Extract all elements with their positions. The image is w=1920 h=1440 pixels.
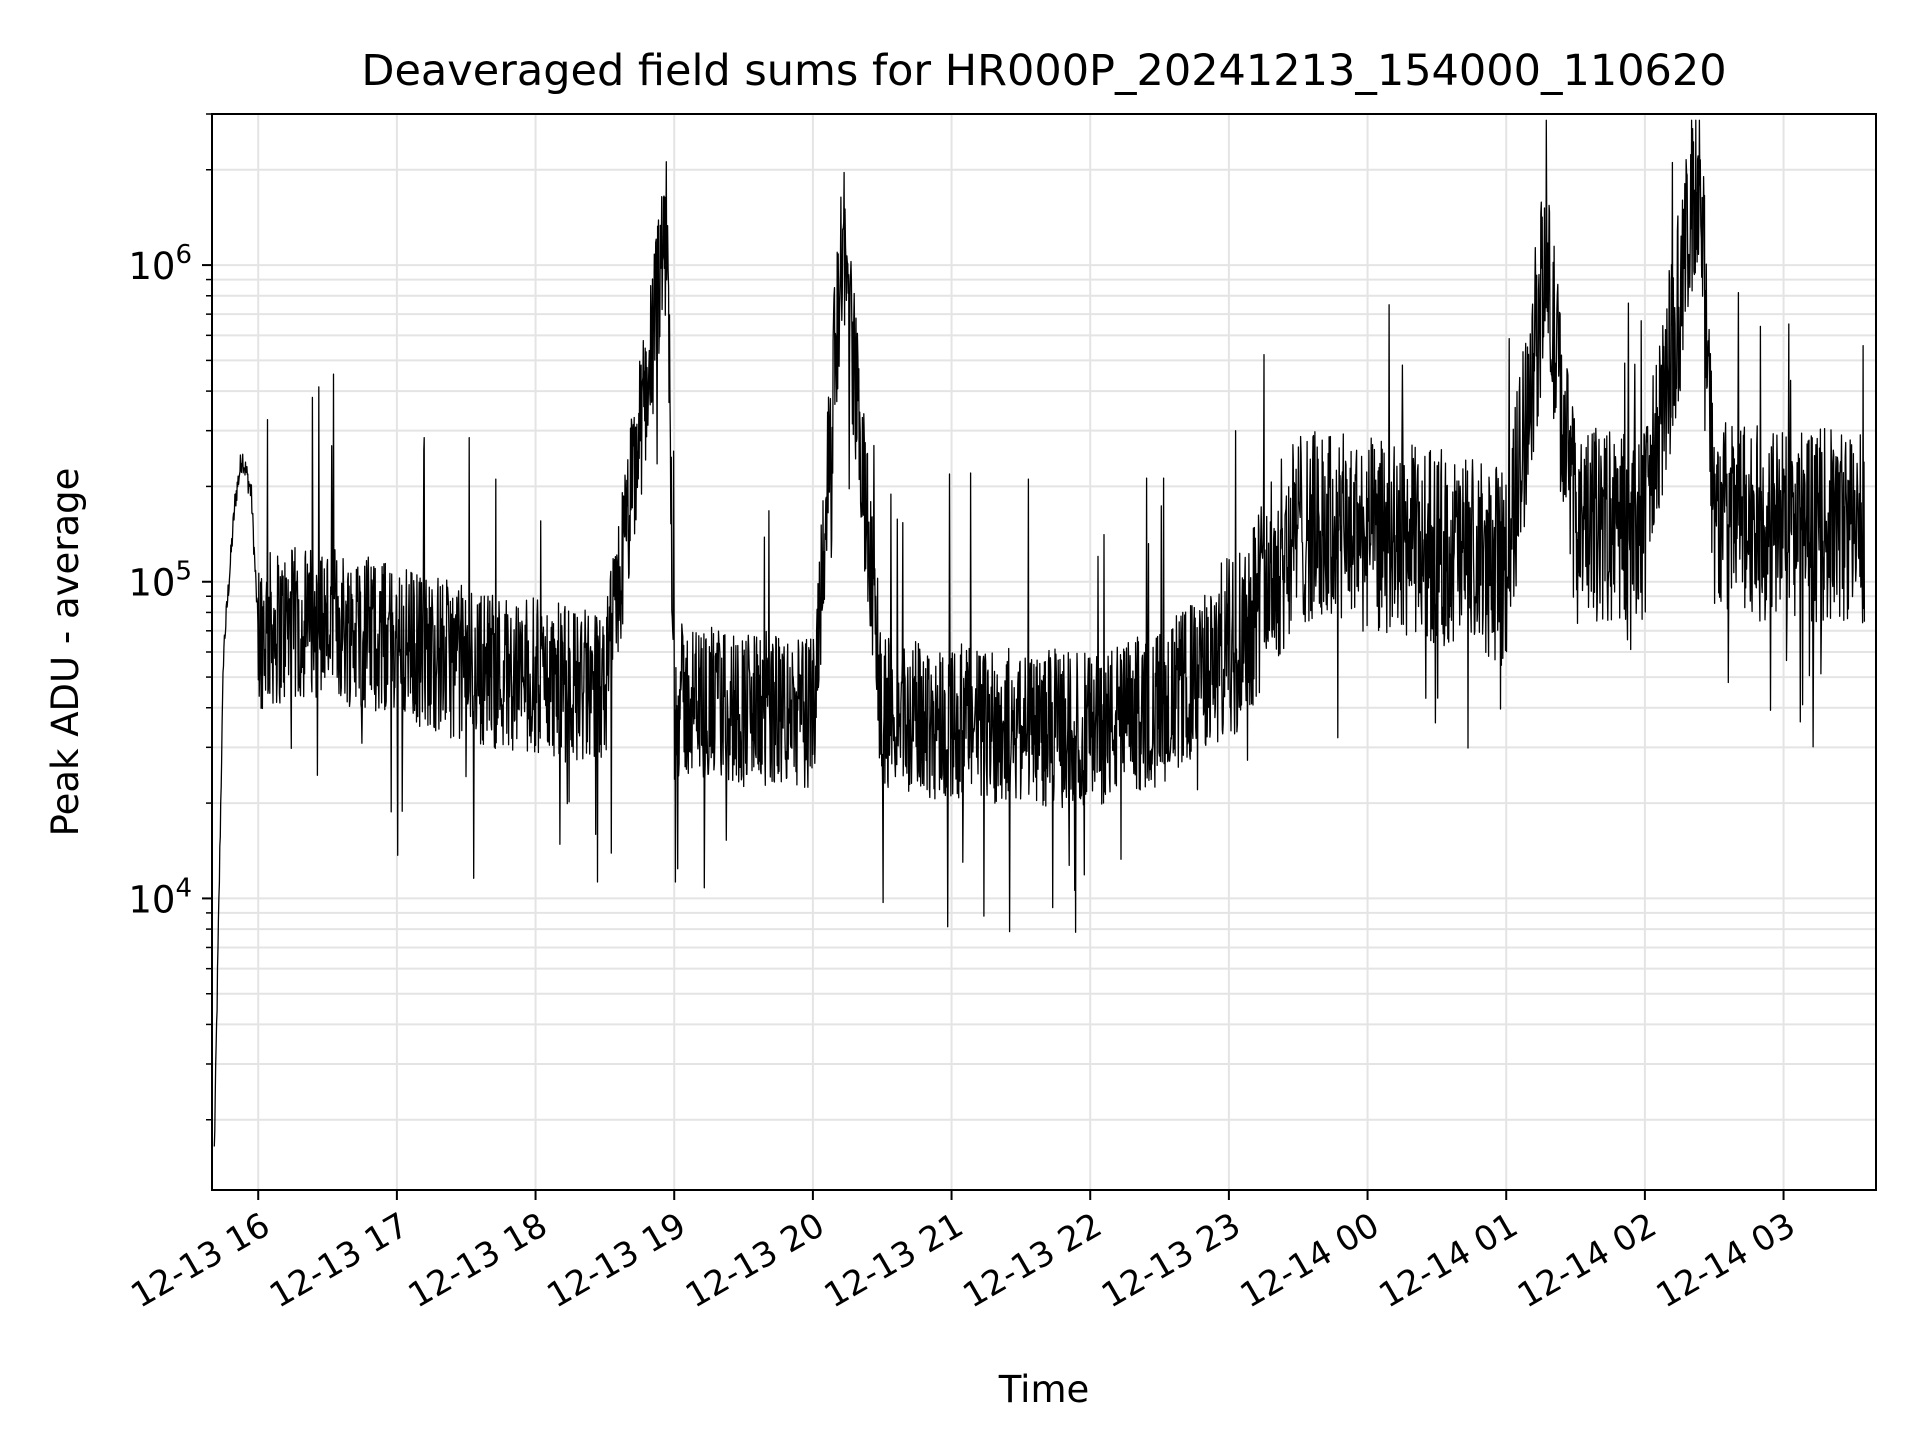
y-tick-label: 104 xyxy=(128,873,192,921)
data-line-layer xyxy=(213,119,1866,1151)
series-line xyxy=(213,119,1866,1147)
y-tick-label: 105 xyxy=(128,557,192,605)
y-tick-label: 106 xyxy=(128,240,192,288)
y-axis-label: Peak ADU - average xyxy=(44,468,87,837)
chart-title: Deaveraged field sums for HR000P_2024121… xyxy=(361,46,1726,96)
x-axis-label: Time xyxy=(998,1368,1090,1411)
